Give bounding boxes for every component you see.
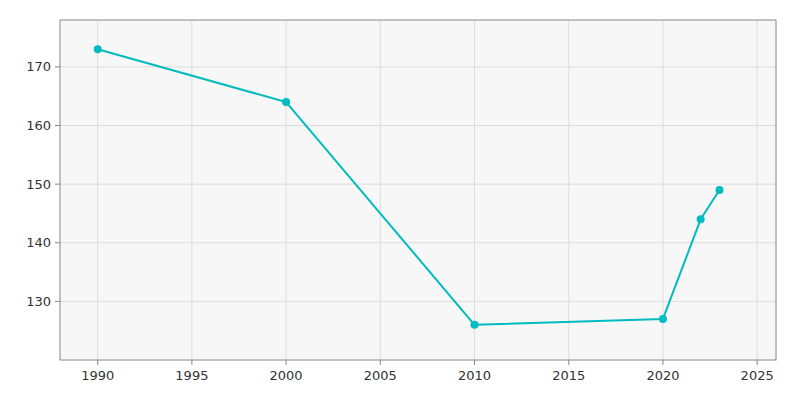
axes: 1990 1995 2000 2005 2010 2015 2020 2025 130 140 15… <box>26 59 774 383</box>
line <box>98 49 720 325</box>
y-tick <box>55 125 60 126</box>
plot-background <box>60 20 776 360</box>
chart: 1990 1995 2000 2005 2010 2015 2020 2025 130 140 15… <box>0 0 800 400</box>
y-tick <box>55 66 60 67</box>
x-tick-label: 1995 <box>175 368 208 383</box>
marker <box>94 45 102 53</box>
x-tick-label: 2025 <box>741 368 774 383</box>
marker <box>659 315 667 323</box>
y-grid-line <box>60 184 776 185</box>
x-tick-label: 1990 <box>81 368 114 383</box>
plot-frame <box>60 20 776 360</box>
marker <box>282 98 290 106</box>
x-grid-line <box>757 20 758 360</box>
x-tick <box>191 360 192 365</box>
series <box>94 45 724 329</box>
x-tick <box>662 360 663 365</box>
grid <box>60 20 776 360</box>
x-tick <box>568 360 569 365</box>
y-tick-label: 160 <box>26 118 51 133</box>
x-tick-label: 2020 <box>646 368 679 383</box>
marker <box>471 321 479 329</box>
marker <box>697 215 705 223</box>
x-grid-line <box>97 20 98 360</box>
y-grid-line <box>60 125 776 126</box>
x-tick <box>97 360 98 365</box>
x-tick-label: 2000 <box>270 368 303 383</box>
y-tick-label: 130 <box>26 294 51 309</box>
y-tick-label: 140 <box>26 235 51 250</box>
y-tick <box>55 184 60 185</box>
y-tick-label: 170 <box>26 59 51 74</box>
x-grid-line <box>380 20 381 360</box>
x-tick <box>474 360 475 365</box>
x-grid-line <box>286 20 287 360</box>
x-grid-line <box>568 20 569 360</box>
y-tick <box>55 301 60 302</box>
y-grid-line <box>60 66 776 67</box>
y-grid-line <box>60 242 776 243</box>
x-grid-line <box>474 20 475 360</box>
marker <box>715 186 723 194</box>
x-grid-line <box>191 20 192 360</box>
chart-container: 1990 1995 2000 2005 2010 2015 2020 2025 130 140 15… <box>0 0 800 400</box>
x-tick-label: 2005 <box>364 368 397 383</box>
x-tick <box>286 360 287 365</box>
x-grid-line <box>662 20 663 360</box>
x-tick-label: 2010 <box>458 368 491 383</box>
x-tick <box>380 360 381 365</box>
x-tick-label: 2015 <box>552 368 585 383</box>
x-tick <box>757 360 758 365</box>
y-tick <box>55 242 60 243</box>
y-tick-label: 150 <box>26 177 51 192</box>
